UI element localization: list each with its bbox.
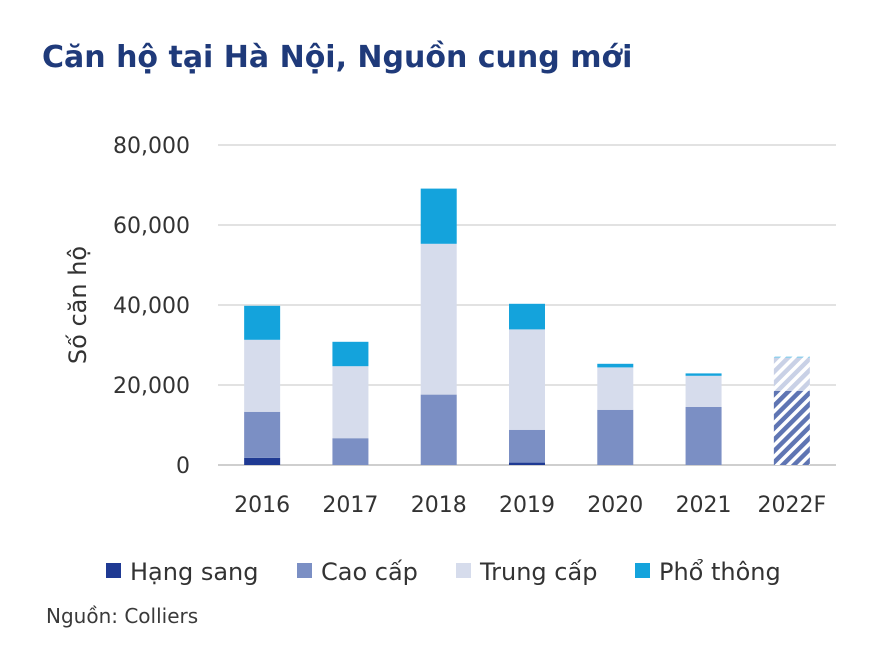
legend-label: Phổ thông bbox=[659, 558, 781, 586]
y-axis-label: Số căn hộ bbox=[64, 246, 92, 364]
y-tick-label: 20,000 bbox=[113, 374, 190, 399]
legend: Hạng sang Cao cấp Trung cấp Phổ thông bbox=[106, 558, 781, 586]
legend-swatch bbox=[297, 563, 312, 578]
bar-segment bbox=[420, 243, 457, 395]
bar-segment bbox=[773, 356, 810, 358]
x-tick-label: 2019 bbox=[499, 493, 555, 518]
x-tick-label: 2016 bbox=[234, 493, 290, 518]
bar-segment bbox=[685, 407, 722, 465]
bars bbox=[244, 188, 810, 465]
legend-label: Cao cấp bbox=[321, 558, 418, 586]
bar-segment bbox=[332, 438, 369, 465]
bar-segment bbox=[332, 366, 369, 439]
x-tick-label: 2020 bbox=[587, 493, 643, 518]
legend-label: Hạng sang bbox=[130, 558, 258, 586]
bar-segment bbox=[244, 411, 281, 458]
legend-swatch bbox=[456, 563, 471, 578]
bar-segment bbox=[332, 341, 369, 367]
y-tick-label: 0 bbox=[176, 454, 190, 479]
bar-segment bbox=[773, 357, 810, 391]
stacked-bar-chart: 0 20,000 40,000 60,000 80,000 Số căn hộ 2016… bbox=[64, 134, 836, 586]
bar-segment bbox=[509, 329, 545, 430]
bar-segment bbox=[420, 188, 457, 244]
bar-segment bbox=[773, 391, 810, 465]
bar-segment bbox=[685, 375, 722, 407]
y-axis-ticks: 0 20,000 40,000 60,000 80,000 bbox=[113, 134, 190, 479]
y-tick-label: 60,000 bbox=[113, 214, 190, 239]
y-tick-label: 40,000 bbox=[113, 294, 190, 319]
legend-swatch bbox=[106, 563, 121, 578]
chart-title: Căn hộ tại Hà Nội, Nguồn cung mới bbox=[42, 40, 633, 75]
x-tick-label: 2021 bbox=[676, 493, 732, 518]
bar-segment bbox=[509, 429, 545, 463]
bar-segment bbox=[509, 462, 545, 465]
bar-segment bbox=[420, 394, 457, 465]
bar-segment bbox=[597, 363, 634, 368]
legend-swatch bbox=[635, 563, 650, 578]
bar-segment bbox=[685, 373, 722, 376]
legend-label: Trung cấp bbox=[479, 558, 597, 586]
x-tick-label: 2017 bbox=[322, 493, 378, 518]
bar-segment bbox=[597, 409, 634, 465]
x-tick-label: 2018 bbox=[411, 493, 467, 518]
x-tick-label: 2022F bbox=[758, 493, 827, 518]
bar-segment bbox=[244, 457, 281, 465]
source-note: Nguồn: Colliers bbox=[46, 604, 199, 628]
bar-segment bbox=[244, 305, 281, 340]
bar-segment bbox=[597, 367, 634, 410]
x-axis-ticks: 2016 2017 2018 2019 2020 2021 2022F bbox=[234, 493, 826, 518]
y-tick-label: 80,000 bbox=[113, 134, 190, 159]
bar-segment bbox=[244, 339, 281, 412]
bar-segment bbox=[509, 303, 545, 330]
